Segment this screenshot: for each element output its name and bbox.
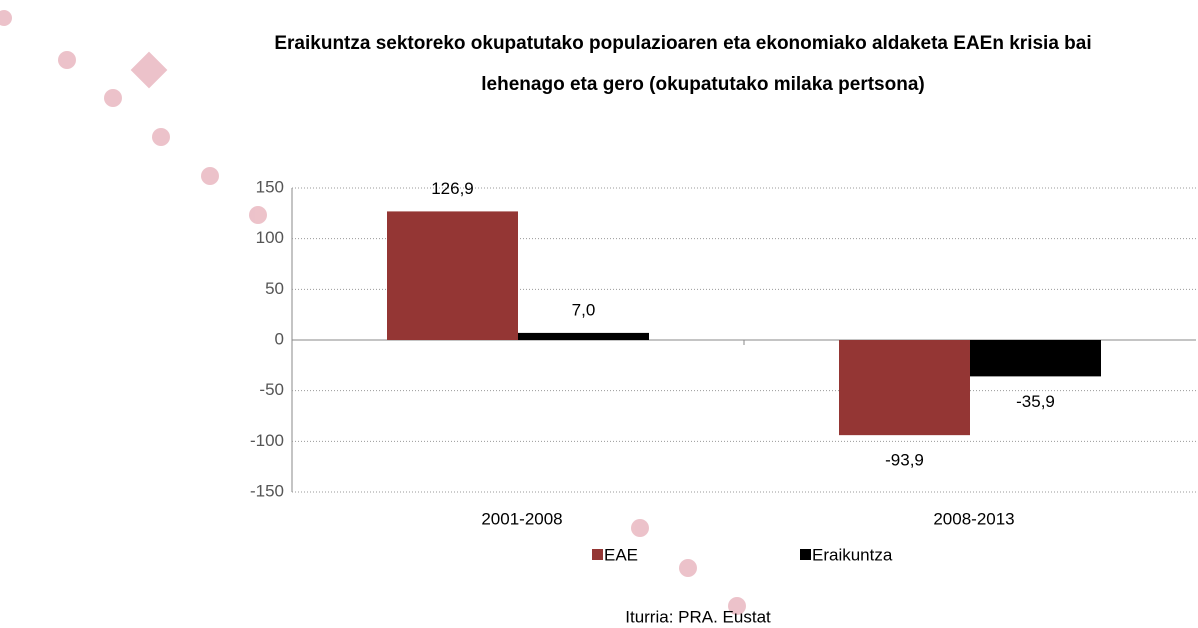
legend-swatch: [800, 549, 811, 560]
y-tick-label: -100: [250, 431, 284, 450]
y-tick-label: -150: [250, 481, 284, 500]
data-label: 7,0: [572, 300, 596, 319]
y-tick-label: 150: [256, 177, 284, 196]
bar: [387, 211, 518, 340]
source: Iturria: PRA. Eustat: [625, 607, 771, 626]
legend-label: Eraikuntza: [812, 545, 893, 564]
y-tick-label: 50: [265, 279, 284, 298]
chart-title: Eraikuntza sektoreko okupatutako populaz…: [274, 33, 1091, 54]
y-tick-label: 0: [275, 329, 284, 348]
y-tick-label: 100: [256, 228, 284, 247]
legend-label: EAE: [604, 545, 638, 564]
data-label: -35,9: [1016, 392, 1055, 411]
data-label: -93,9: [885, 451, 924, 470]
bar: [970, 340, 1101, 376]
chart-title: lehenago eta gero (okupatutako milaka pe…: [481, 74, 924, 95]
x-tick-label: 2001-2008: [481, 509, 562, 528]
decoration: [0, 10, 746, 615]
data-label: 126,9: [431, 179, 474, 198]
x-tick-label: 2008-2013: [933, 509, 1014, 528]
bar: [518, 333, 649, 340]
chart: Eraikuntza sektoreko okupatutako populaz…: [0, 0, 1198, 628]
legend-swatch: [592, 549, 603, 560]
y-tick-label: -50: [259, 380, 284, 399]
bar: [839, 340, 970, 435]
